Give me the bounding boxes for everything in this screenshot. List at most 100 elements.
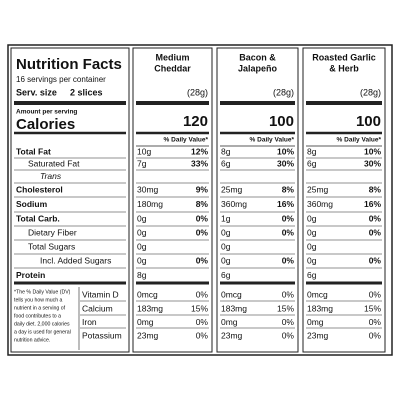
nutrient-dv: 8% (369, 184, 382, 194)
column-name: Jalapeño (238, 63, 278, 73)
nutrient-amount: 0g (221, 241, 231, 251)
column-panel (302, 47, 386, 353)
footnote: food contributes to a (14, 313, 61, 319)
nutrient-amount: 7g (137, 158, 147, 168)
nutrient-label: Trans (40, 171, 62, 181)
vitamin-amount: 0mg (221, 317, 238, 327)
footnote: daily diet. 2,000 calories (14, 321, 70, 327)
nutrient-dv: 8% (196, 199, 209, 209)
footnote: tells you how much a (14, 297, 63, 303)
serving-size: 2 slices (70, 87, 103, 97)
vitamin-amount: 183mg (221, 303, 247, 313)
vitamin-amount: 183mg (137, 303, 163, 313)
column-panel (216, 47, 299, 353)
nutrient-amount: 8g (221, 146, 231, 156)
nutrient-amount: 6g (307, 270, 317, 280)
nutrient-dv: 12% (191, 146, 208, 156)
daily-value-header: % Daily Value* (250, 137, 295, 144)
nutrient-amount: 0g (307, 227, 317, 237)
title: Nutrition Facts (16, 56, 122, 73)
nutrient-label: Total Fat (16, 146, 51, 156)
amount-per-serving: Amount per serving (16, 109, 77, 116)
serving-weight: (28g) (273, 87, 294, 97)
nutrient-label: Protein (16, 270, 45, 280)
calories: 120 (183, 113, 208, 130)
vitamin-label: Vitamin D (82, 289, 119, 299)
column-panel (132, 47, 213, 353)
serving-size-label: Serv. size (16, 87, 57, 97)
daily-value-header: % Daily Value* (337, 137, 382, 144)
column-name: Bacon & (239, 52, 276, 62)
nutrient-dv: 0% (196, 213, 209, 223)
nutrient-label: Total Carb. (16, 213, 60, 223)
nutrient-dv: 33% (191, 158, 208, 168)
vitamin-dv: 0% (369, 317, 382, 327)
nutrient-amount: 360mg (307, 199, 333, 209)
nutrient-amount: 0g (137, 213, 147, 223)
nutrient-amount: 6g (221, 270, 231, 280)
nutrient-dv: 0% (282, 255, 295, 265)
vitamin-dv: 0% (369, 289, 382, 299)
vitamin-amount: 0mcg (137, 289, 158, 299)
daily-value-header: % Daily Value* (164, 137, 209, 144)
nutrient-amount: 0g (137, 241, 147, 251)
nutrient-amount: 8g (307, 146, 317, 156)
nutrient-amount: 0g (307, 241, 317, 251)
footnote: *The % Daily Value (DV) (14, 289, 71, 295)
nutrient-amount: 6g (307, 158, 317, 168)
serving-weight: (28g) (360, 87, 381, 97)
nutrient-dv: 0% (282, 213, 295, 223)
vitamin-amount: 0mg (137, 317, 154, 327)
nutrient-label: Incl. Added Sugars (40, 255, 111, 265)
vitamin-dv: 15% (191, 303, 208, 313)
nutrient-dv: 0% (282, 227, 295, 237)
nutrient-dv: 0% (196, 255, 209, 265)
nutrient-amount: 30mg (137, 184, 159, 194)
nutrient-amount: 25mg (307, 184, 329, 194)
column-name: Cheddar (154, 63, 191, 73)
nutrient-dv: 16% (364, 199, 381, 209)
nutrient-label: Total Sugars (28, 241, 75, 251)
column-name: Medium (155, 52, 189, 62)
footnote: a day is used for general (14, 329, 71, 335)
nutrient-amount: 25mg (221, 184, 243, 194)
calories-label: Calories (16, 116, 75, 133)
nutrient-amount: 180mg (137, 199, 163, 209)
nutrient-amount: 6g (221, 158, 231, 168)
nutrient-label: Saturated Fat (28, 158, 80, 168)
vitamin-dv: 0% (282, 289, 295, 299)
vitamin-dv: 15% (277, 303, 294, 313)
nutrient-dv: 0% (369, 213, 382, 223)
footnote: nutrition advice. (14, 337, 50, 343)
nutrient-amount: 1g (221, 213, 231, 223)
vitamin-amount: 0mg (307, 317, 324, 327)
nutrient-amount: 0g (307, 213, 317, 223)
column-name: & Herb (329, 63, 359, 73)
vitamin-amount: 183mg (307, 303, 333, 313)
nutrient-dv: 16% (277, 199, 294, 209)
nutrient-dv: 9% (196, 184, 209, 194)
nutrient-dv: 0% (369, 255, 382, 265)
vitamin-label: Iron (82, 317, 97, 327)
calories: 100 (356, 113, 381, 130)
servings: 16 servings per container (16, 75, 106, 84)
vitamin-amount: 23mg (137, 330, 159, 340)
left-panel (10, 47, 130, 353)
vitamin-amount: 23mg (221, 330, 243, 340)
nutrient-dv: 30% (364, 158, 381, 168)
vitamin-dv: 0% (196, 330, 209, 340)
nutrient-amount: 0g (137, 227, 147, 237)
calories: 100 (269, 113, 294, 130)
nutrient-label: Sodium (16, 199, 48, 209)
vitamin-label: Potassium (82, 330, 122, 340)
vitamin-label: Calcium (82, 303, 113, 313)
nutrient-dv: 10% (364, 146, 381, 156)
column-name: Roasted Garlic (312, 52, 376, 62)
nutrient-amount: 8g (137, 270, 147, 280)
nutrient-dv: 0% (369, 227, 382, 237)
vitamin-amount: 23mg (307, 330, 329, 340)
nutrient-dv: 10% (277, 146, 294, 156)
vitamin-dv: 0% (196, 317, 209, 327)
serving-weight: (28g) (187, 87, 208, 97)
